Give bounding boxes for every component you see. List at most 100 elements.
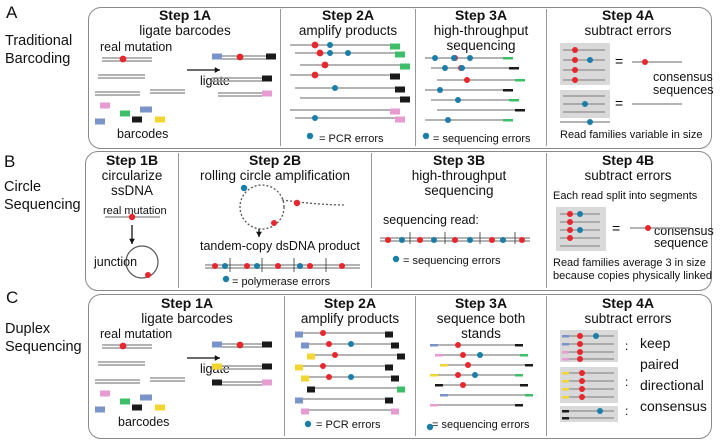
barcode-tag (503, 57, 513, 60)
mutation-dot (321, 61, 329, 69)
barcode-tag (562, 417, 569, 420)
error-dot (306, 132, 314, 140)
barcode-tag (391, 345, 399, 349)
mutation-dot (326, 374, 332, 380)
row-c-keep-line4: consensus (640, 398, 707, 414)
mutation-dot (455, 372, 461, 378)
mutation-dot (519, 237, 525, 243)
barcode-tag (385, 334, 393, 338)
barcode-tag (515, 79, 525, 82)
row-b-divider-3 (546, 153, 547, 288)
error-dot (500, 237, 506, 243)
error-dot (345, 50, 351, 56)
barcode-tag (120, 113, 130, 117)
row-c-step3-sub1: sequence both (436, 311, 526, 326)
row-b-label: Circle Sequencing (4, 178, 81, 214)
barcode-tag (262, 78, 272, 82)
error-dot (455, 97, 461, 103)
barcode-tag (562, 343, 569, 346)
row-c-real-mutation-label: real mutation (100, 327, 173, 341)
row-a-barcodes-label: barcodes (117, 127, 169, 141)
row-c-label-line1: Duplex (5, 321, 51, 337)
row-c-step1-sub: ligate barcodes (141, 311, 233, 326)
barcode-tag (301, 408, 309, 412)
mutation-dot (236, 53, 244, 61)
row-b-step3-sub1: high-throughput (411, 168, 507, 183)
row-b-families-note-2: because copies physically linked (553, 270, 712, 282)
error-dot (445, 117, 451, 123)
row-c-step2-sub: amplify products (300, 311, 400, 326)
mutation-dot (326, 341, 332, 347)
barcode-tag (385, 367, 393, 371)
row-c-divider-1 (284, 296, 285, 436)
barcode-tag (100, 393, 110, 397)
barcode-tag (95, 118, 105, 122)
row-a-divider-3 (546, 9, 547, 146)
barcode-tag (435, 384, 443, 387)
mutation-dot (128, 213, 136, 221)
mutation-dot (572, 77, 578, 83)
row-b-step2-sub: rolling circle amplification (199, 168, 351, 183)
barcode-tag (140, 106, 152, 110)
barcode-tag (562, 380, 569, 383)
error-dot (437, 87, 443, 93)
barcode-tag (212, 56, 222, 60)
mutation-dot (417, 237, 423, 243)
mutation-dot (119, 55, 127, 63)
error-dot (459, 65, 465, 71)
error-dot (467, 237, 473, 243)
row-b-real-mutation-label: real mutation (103, 205, 167, 217)
row-a-step3-sub2: sequencing (446, 38, 516, 53)
barcode-tag (262, 344, 272, 348)
row-b-label-line1: Circle (4, 179, 42, 195)
row-c-divider-2 (415, 296, 416, 436)
barcode-tag (212, 379, 222, 383)
error-dot (254, 263, 260, 269)
error-dot (304, 420, 312, 428)
barcode-tag (397, 386, 405, 390)
row-c-keep-line3: directional (640, 377, 704, 393)
mutation-dot (145, 272, 151, 278)
row-b-step1-title: Step 1B (105, 152, 159, 168)
row-b-panel (85, 151, 712, 291)
barcode-tag (515, 109, 525, 112)
barcode-tag (385, 364, 393, 368)
barcode-tag (301, 378, 309, 382)
barcode-tag (515, 344, 523, 347)
row-a-step1-sub: ligate barcodes (139, 23, 231, 38)
barcode-tag (400, 96, 410, 100)
error-dot (327, 50, 333, 56)
mutation-dot (119, 342, 127, 350)
row-a-step4-title: Step 4A (601, 7, 655, 23)
product-strand (281, 199, 346, 206)
barcode-tag (397, 389, 405, 393)
barcode-tag (390, 43, 400, 47)
row-a-label-line2: Barcoding (5, 51, 71, 67)
row-b-step4-title: Step 4B (601, 152, 655, 168)
equals-sign: = (615, 95, 623, 111)
barcode-tag (295, 367, 303, 371)
barcode-tag (562, 388, 569, 391)
row-b-step1-sub2: ssDNA (110, 183, 153, 198)
barcode-tag (132, 404, 142, 408)
error-dot (587, 57, 593, 63)
error-dot (422, 132, 430, 140)
equals-sign: = (612, 220, 620, 236)
mutation-dot (577, 341, 583, 347)
barcode-tag (262, 93, 272, 97)
barcode-tag (140, 394, 152, 398)
barcode-tag (385, 400, 393, 404)
row-b-step3-sub2: sequencing (424, 183, 494, 198)
row-a-step3-sub1: high-throughput (433, 23, 529, 38)
row-b-step1-sub1: circularize (101, 168, 163, 183)
mutation-dot (645, 225, 651, 231)
barcode-tag (120, 401, 130, 405)
row-a-step2-sub: amplify products (298, 23, 398, 38)
error-dot (472, 372, 478, 378)
barcode-tag (262, 363, 272, 367)
barcode-tag (95, 409, 105, 413)
error-dot (327, 42, 333, 48)
barcode-tag (390, 73, 400, 77)
mutation-dot (579, 370, 585, 376)
mutation-dot (320, 363, 326, 369)
